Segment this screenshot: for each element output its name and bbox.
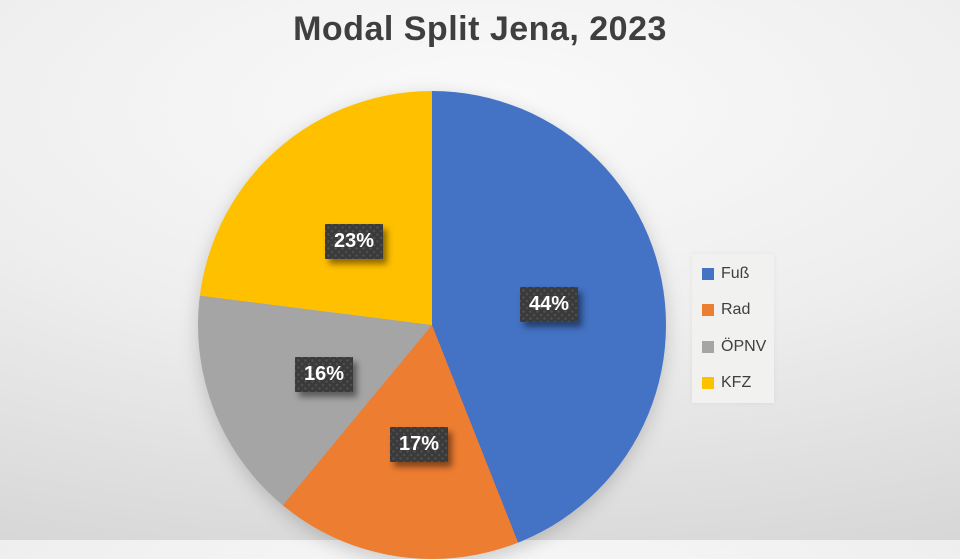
legend-label-rad: Rad (721, 301, 751, 319)
legend-swatch-oepnv (702, 340, 714, 353)
data-label-rad: 17% (390, 427, 448, 462)
legend-label-fuss: Fuß (721, 265, 750, 283)
pie-chart (198, 91, 666, 559)
data-label-oepnv: 16% (295, 357, 353, 392)
chart-title: Modal Split Jena, 2023 (293, 10, 667, 48)
legend-item-oepnv: ÖPNV (692, 329, 774, 365)
legend-swatch-fuss (702, 268, 714, 281)
legend-label-oepnv: ÖPNV (721, 337, 767, 355)
legend-item-fuss: Fuß (692, 256, 774, 292)
legend-swatch-kfz (702, 376, 714, 389)
chart-legend: Fuß Rad ÖPNV KFZ (692, 254, 774, 403)
data-label-kfz: 23% (325, 224, 383, 259)
data-label-fuss: 44% (520, 287, 578, 322)
legend-item-rad: Rad (692, 292, 774, 328)
legend-label-kfz: KFZ (721, 373, 752, 391)
legend-item-kfz: KFZ (692, 365, 774, 401)
legend-swatch-rad (702, 304, 714, 317)
